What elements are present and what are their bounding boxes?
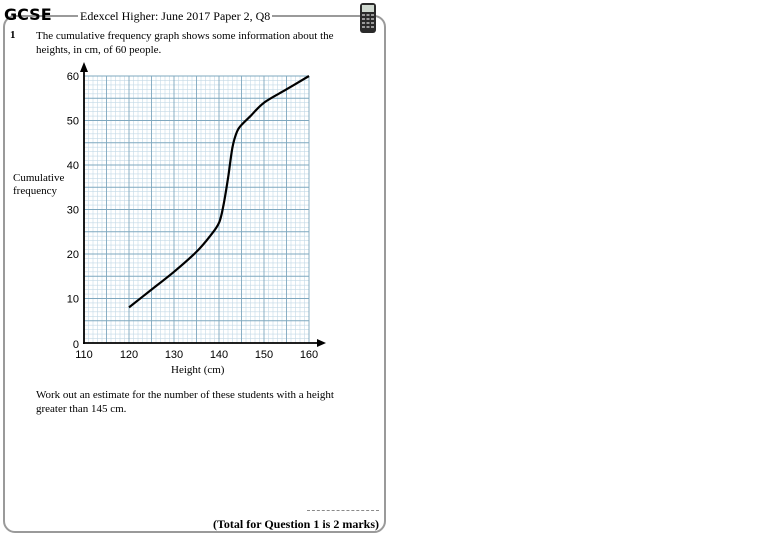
y-tick-label: 40 xyxy=(67,160,79,172)
paper-title: Edexcel Higher: June 2017 Paper 2, Q8 xyxy=(78,9,273,24)
x-tick-label: 140 xyxy=(210,349,228,361)
y-tick-label: 10 xyxy=(67,294,79,306)
header-rule-left xyxy=(52,15,74,17)
question-intro: The cumulative frequency graph shows som… xyxy=(36,30,334,56)
cumulative-frequency-curve xyxy=(128,75,310,309)
y-tick-label: 60 xyxy=(67,71,79,83)
calculator-icon xyxy=(360,3,376,33)
x-tick-label: 130 xyxy=(165,349,183,361)
gcse-logo: GCSE xyxy=(4,5,52,24)
x-tick-labels: 110 120 130 140 150 160 xyxy=(75,349,318,361)
y-axis-label: Cumulative frequency xyxy=(13,172,65,197)
x-tick-label: 110 xyxy=(75,349,93,361)
y-tick-labels: 0 10 20 30 40 50 60 xyxy=(67,71,79,351)
question-task: Work out an estimate for the number of t… xyxy=(36,389,334,415)
y-tick-label: 30 xyxy=(67,205,79,217)
x-tick-label: 120 xyxy=(120,349,138,361)
x-axis-label: Height (cm) xyxy=(171,364,225,376)
grid-major xyxy=(83,75,310,344)
y-tick-label: 20 xyxy=(67,249,79,261)
answer-line[interactable] xyxy=(307,510,379,511)
axes xyxy=(80,62,326,347)
y-tick-label: 0 xyxy=(73,339,79,351)
header-rule-right xyxy=(283,15,359,17)
x-axis-arrow xyxy=(317,339,326,347)
question-number: 1 xyxy=(10,29,16,41)
x-tick-label: 160 xyxy=(300,349,318,361)
x-tick-label: 150 xyxy=(255,349,273,361)
total-marks: (Total for Question 1 is 2 marks) xyxy=(213,517,380,531)
y-tick-label: 50 xyxy=(67,116,79,128)
y-axis-arrow xyxy=(80,62,88,72)
